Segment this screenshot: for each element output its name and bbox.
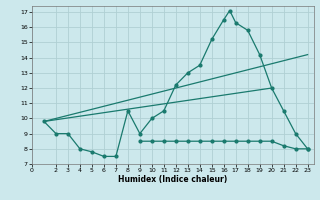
X-axis label: Humidex (Indice chaleur): Humidex (Indice chaleur) — [118, 175, 228, 184]
